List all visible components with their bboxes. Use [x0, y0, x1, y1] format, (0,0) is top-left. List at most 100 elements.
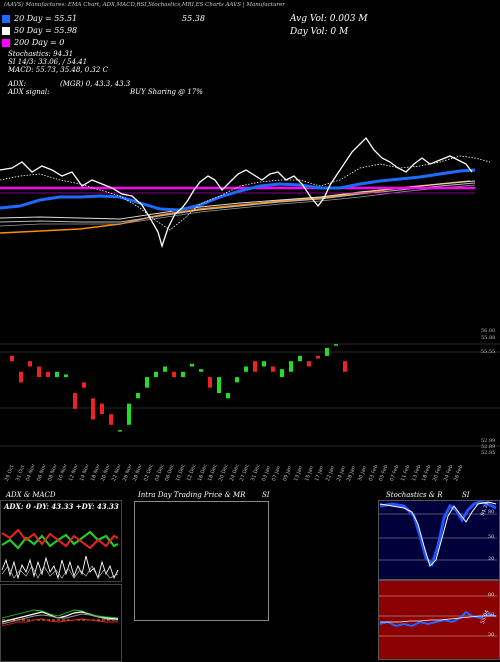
- ema20-line: [0, 168, 476, 212]
- price-axis-low1: 52.99: [481, 438, 496, 444]
- candle: [28, 361, 32, 367]
- candle: [280, 369, 284, 378]
- candle: [271, 366, 275, 372]
- stochastics-readout: Stochastics: 94.31: [8, 50, 74, 58]
- candle: [253, 361, 257, 372]
- intra-panel-title: Intra Day Trading Price & MR: [138, 491, 246, 499]
- si-white-line: [380, 615, 496, 623]
- legend-ema50: 50 Day = 55.98: [2, 26, 77, 35]
- signal-readout: BUY Sharing @ 17%: [130, 88, 203, 96]
- price-line: [0, 136, 473, 249]
- candle: [235, 377, 239, 383]
- adx-readout: ADX:: [8, 80, 27, 88]
- avg-volume: Avg Vol: 0.003 M: [290, 14, 368, 24]
- legend-ema200: 200 Day = 0: [2, 38, 64, 47]
- price-axis-top2: 55.88: [481, 335, 496, 341]
- candle: [217, 377, 221, 393]
- legend-ema50-label: 50 Day = 55.98: [14, 26, 78, 35]
- stoch-dotted-line: [0, 155, 491, 231]
- day-volume: Day Vol: 0 M: [290, 27, 349, 37]
- adx-white-zigzag-b: [1, 565, 119, 579]
- adx-mgr-readout: (MGR) 0, 43.3, 43.3: [60, 80, 131, 88]
- adx-panel-readout: ADX: 0 -DY: 43.33 +DY: 43.33: [3, 502, 120, 511]
- si-blue-line: [379, 610, 497, 628]
- candle: [55, 371, 59, 378]
- stoch-blue-line: [379, 500, 497, 567]
- macd-grey-line: [1, 613, 119, 625]
- candle: [172, 371, 176, 378]
- ema50-line-b: [0, 182, 476, 223]
- si-axis-80: 80: [488, 592, 495, 598]
- candle: [127, 403, 131, 425]
- candle: [19, 371, 23, 383]
- si-axis-30: 30: [488, 632, 495, 638]
- candle: [262, 361, 266, 367]
- ema200-swatch: [2, 38, 10, 47]
- adx-green-line: [1, 530, 119, 550]
- candle: [244, 366, 248, 372]
- ema50-line-c: [0, 184, 476, 227]
- candle: [10, 355, 14, 362]
- legend-ema20: 20 Day = 55.51: [2, 14, 77, 23]
- intra-day-panel: [134, 501, 269, 621]
- ema50-swatch: [2, 26, 10, 35]
- candle: [163, 366, 167, 372]
- candle: [334, 344, 338, 346]
- adx-signal-readout: ADX signal:: [8, 88, 50, 96]
- candle: [190, 363, 194, 367]
- candle: [64, 374, 68, 378]
- legend-ema200-label: 200 Day = 0: [14, 38, 65, 47]
- stoch-axis-80: 80: [488, 509, 495, 515]
- macd-readout: MACD: 55.73, 35.48, 0.32 C: [8, 66, 108, 74]
- candle: [325, 347, 329, 356]
- candle: [82, 382, 86, 388]
- si-readout: SI 14/3: 33.06, / 54.41: [8, 58, 88, 66]
- candle: [154, 371, 158, 378]
- candle: [46, 371, 50, 378]
- price-axis-low2: 52.89: [481, 444, 496, 450]
- price-axis-low3: 52.85: [481, 450, 496, 456]
- price-axis-mid: 55.55: [481, 349, 496, 355]
- candle: [109, 414, 113, 425]
- candle: [289, 361, 293, 372]
- macd-green-line: [1, 609, 119, 619]
- candle: [145, 377, 149, 388]
- price-badge: 55.38: [182, 14, 205, 23]
- candle: [226, 393, 230, 399]
- stoch-panel-title: Stochastics & R: [386, 491, 443, 499]
- legend-ema20-label: 20 Day = 55.51: [14, 14, 78, 23]
- intra-panel-si: SI: [262, 491, 270, 499]
- price-axis-top1: 56.00: [481, 328, 496, 334]
- candle: [100, 403, 104, 415]
- adx-white-zigzag: [1, 555, 119, 580]
- ema20-swatch: [2, 14, 10, 23]
- stoch-axis-20: 20: [488, 556, 495, 562]
- si-axis-50: 50: [488, 612, 495, 618]
- candle: [37, 366, 41, 378]
- candle: [118, 430, 122, 432]
- adx-panel-title: ADX & MACD: [6, 491, 56, 499]
- candle: [307, 361, 311, 367]
- candle: [316, 355, 320, 359]
- candle: [208, 377, 212, 388]
- candle: [298, 355, 302, 362]
- macd-red-line: [1, 618, 118, 627]
- candle: [73, 393, 77, 409]
- stoch-panel-si: SI: [462, 491, 470, 499]
- adx-red-line: [1, 528, 119, 550]
- stoch-axis-50: 50: [488, 534, 495, 540]
- adx-panel: [0, 500, 122, 582]
- candle: [343, 361, 347, 372]
- stoch-white-line: [379, 501, 497, 567]
- chart-header: (AAVS) Manufactures: EMA Chart, ADX,MACD…: [4, 2, 285, 8]
- candle: [136, 393, 140, 399]
- candle: [91, 398, 95, 420]
- candle: [181, 371, 185, 378]
- candle: [199, 369, 203, 372]
